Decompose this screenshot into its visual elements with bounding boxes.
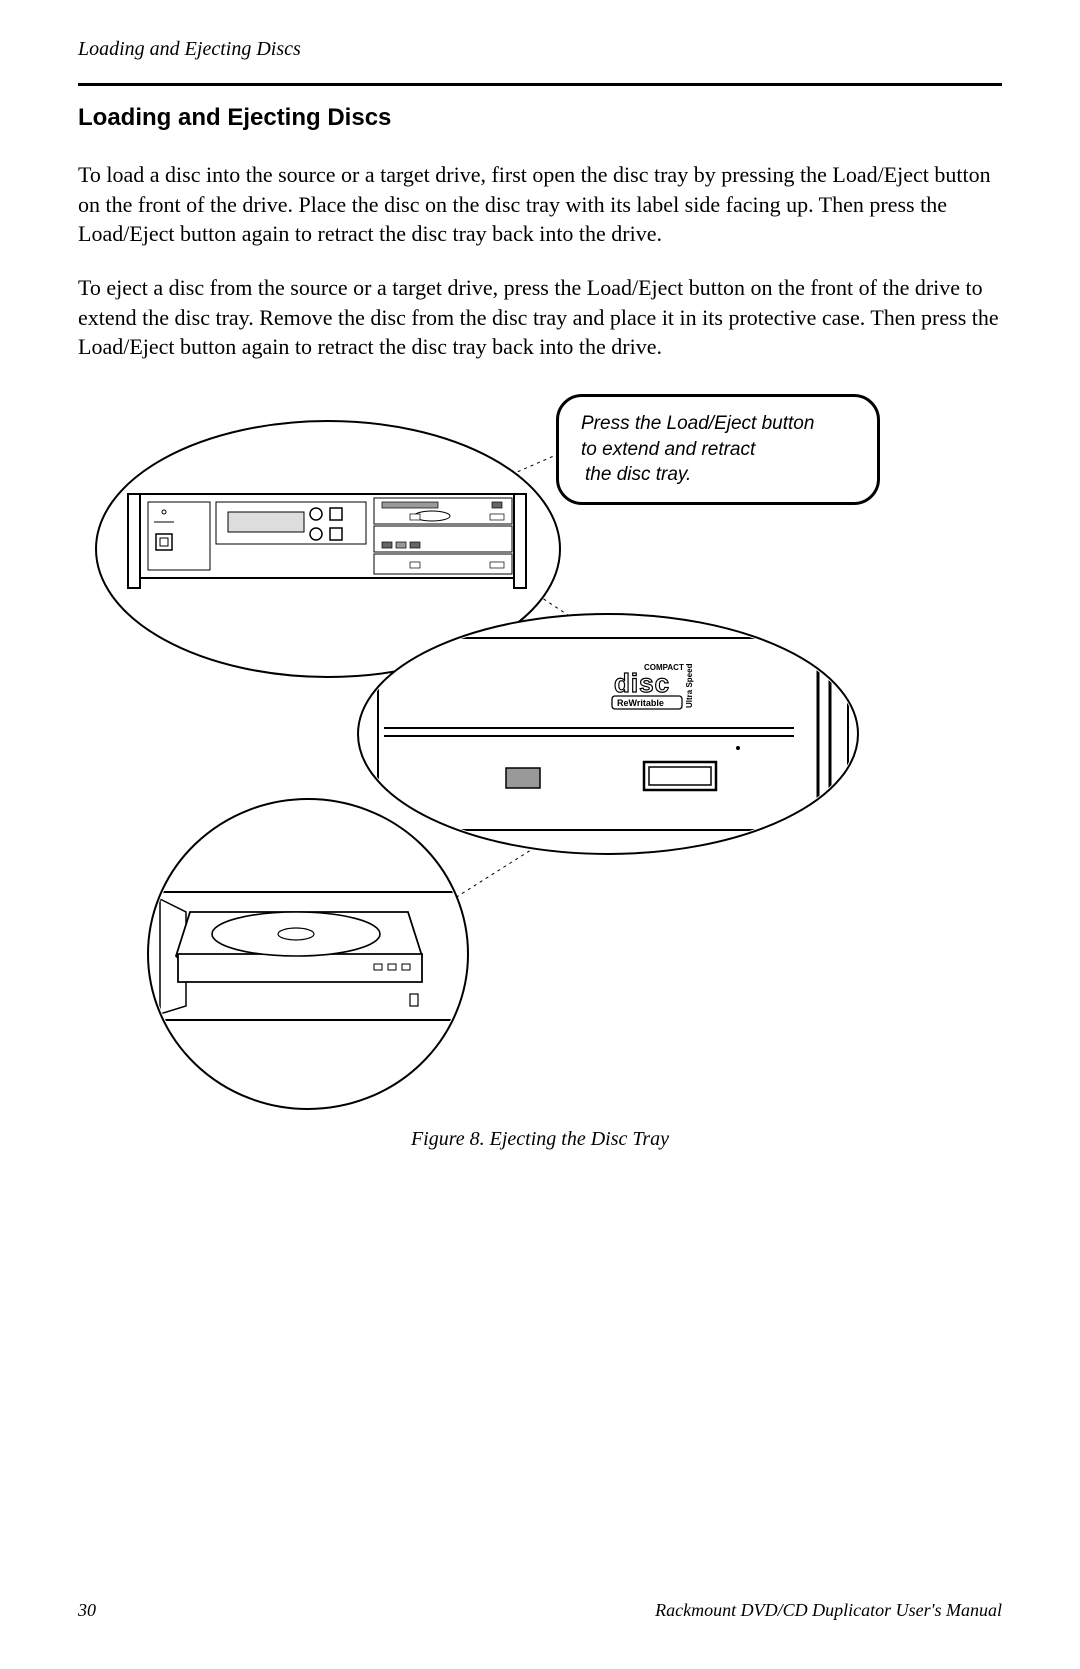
footer: 30 Rackmount DVD/CD Duplicator User's Ma…: [78, 1600, 1002, 1621]
callout-line2: to extend and retract: [581, 437, 859, 463]
drive-front-ellipse: COMPACT disc ReWritable Ultra Speed: [358, 614, 858, 854]
callout-box: Press the Load/Eject button to extend an…: [556, 394, 880, 505]
paragraph-2: To eject a disc from the source or a tar…: [78, 273, 1002, 362]
figure-caption: Figure 8. Ejecting the Disc Tray: [78, 1128, 1002, 1151]
running-header: Loading and Ejecting Discs: [78, 38, 1002, 61]
logo-ultra: Ultra Speed: [685, 664, 694, 709]
header-rule: [78, 83, 1002, 86]
page: Loading and Ejecting Discs Loading and E…: [0, 0, 1080, 1669]
figure: COMPACT disc ReWritable Ultra Speed: [78, 394, 1002, 1114]
callout-line1: Press the Load/Eject button: [581, 411, 859, 437]
callout-line3: the disc tray.: [581, 462, 859, 488]
doc-title: Rackmount DVD/CD Duplicator User's Manua…: [655, 1600, 1002, 1621]
page-number: 30: [78, 1600, 96, 1621]
logo-rewritable: ReWritable: [617, 698, 664, 708]
tray-ellipse: [148, 799, 468, 1109]
logo-disc: disc: [614, 668, 670, 698]
section-title: Loading and Ejecting Discs: [78, 104, 1002, 132]
paragraph-1: To load a disc into the source or a targ…: [78, 160, 1002, 249]
